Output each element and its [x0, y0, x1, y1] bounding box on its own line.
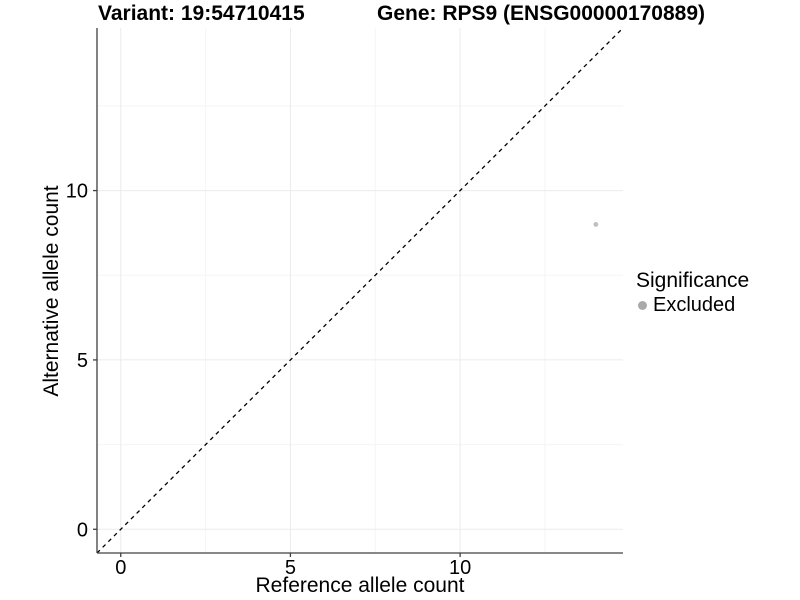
- plot-title-gene: Gene: RPS9 (ENSG00000170889): [377, 2, 706, 25]
- legend-item-label: Excluded: [653, 294, 736, 316]
- legend-item-excluded: Excluded: [636, 294, 749, 317]
- legend-key-dot-icon: [638, 301, 647, 310]
- x-tick-label: 10: [449, 557, 471, 579]
- legend: Significance Excluded: [636, 269, 749, 317]
- y-tick-label: 5: [77, 350, 88, 372]
- plot-title-variant: Variant: 19:54710415: [98, 2, 305, 25]
- x-axis-title: Reference allele count: [255, 574, 465, 597]
- y-tick-label: 10: [66, 181, 88, 203]
- data-point: [593, 222, 599, 227]
- legend-title: Significance: [636, 269, 750, 292]
- y-tick-label: 0: [77, 519, 88, 541]
- identity-line: [96, 27, 624, 554]
- y-axis-title: Alternative allele count: [40, 185, 63, 397]
- x-tick-label: 5: [285, 557, 296, 579]
- x-tick-label: 0: [115, 557, 126, 579]
